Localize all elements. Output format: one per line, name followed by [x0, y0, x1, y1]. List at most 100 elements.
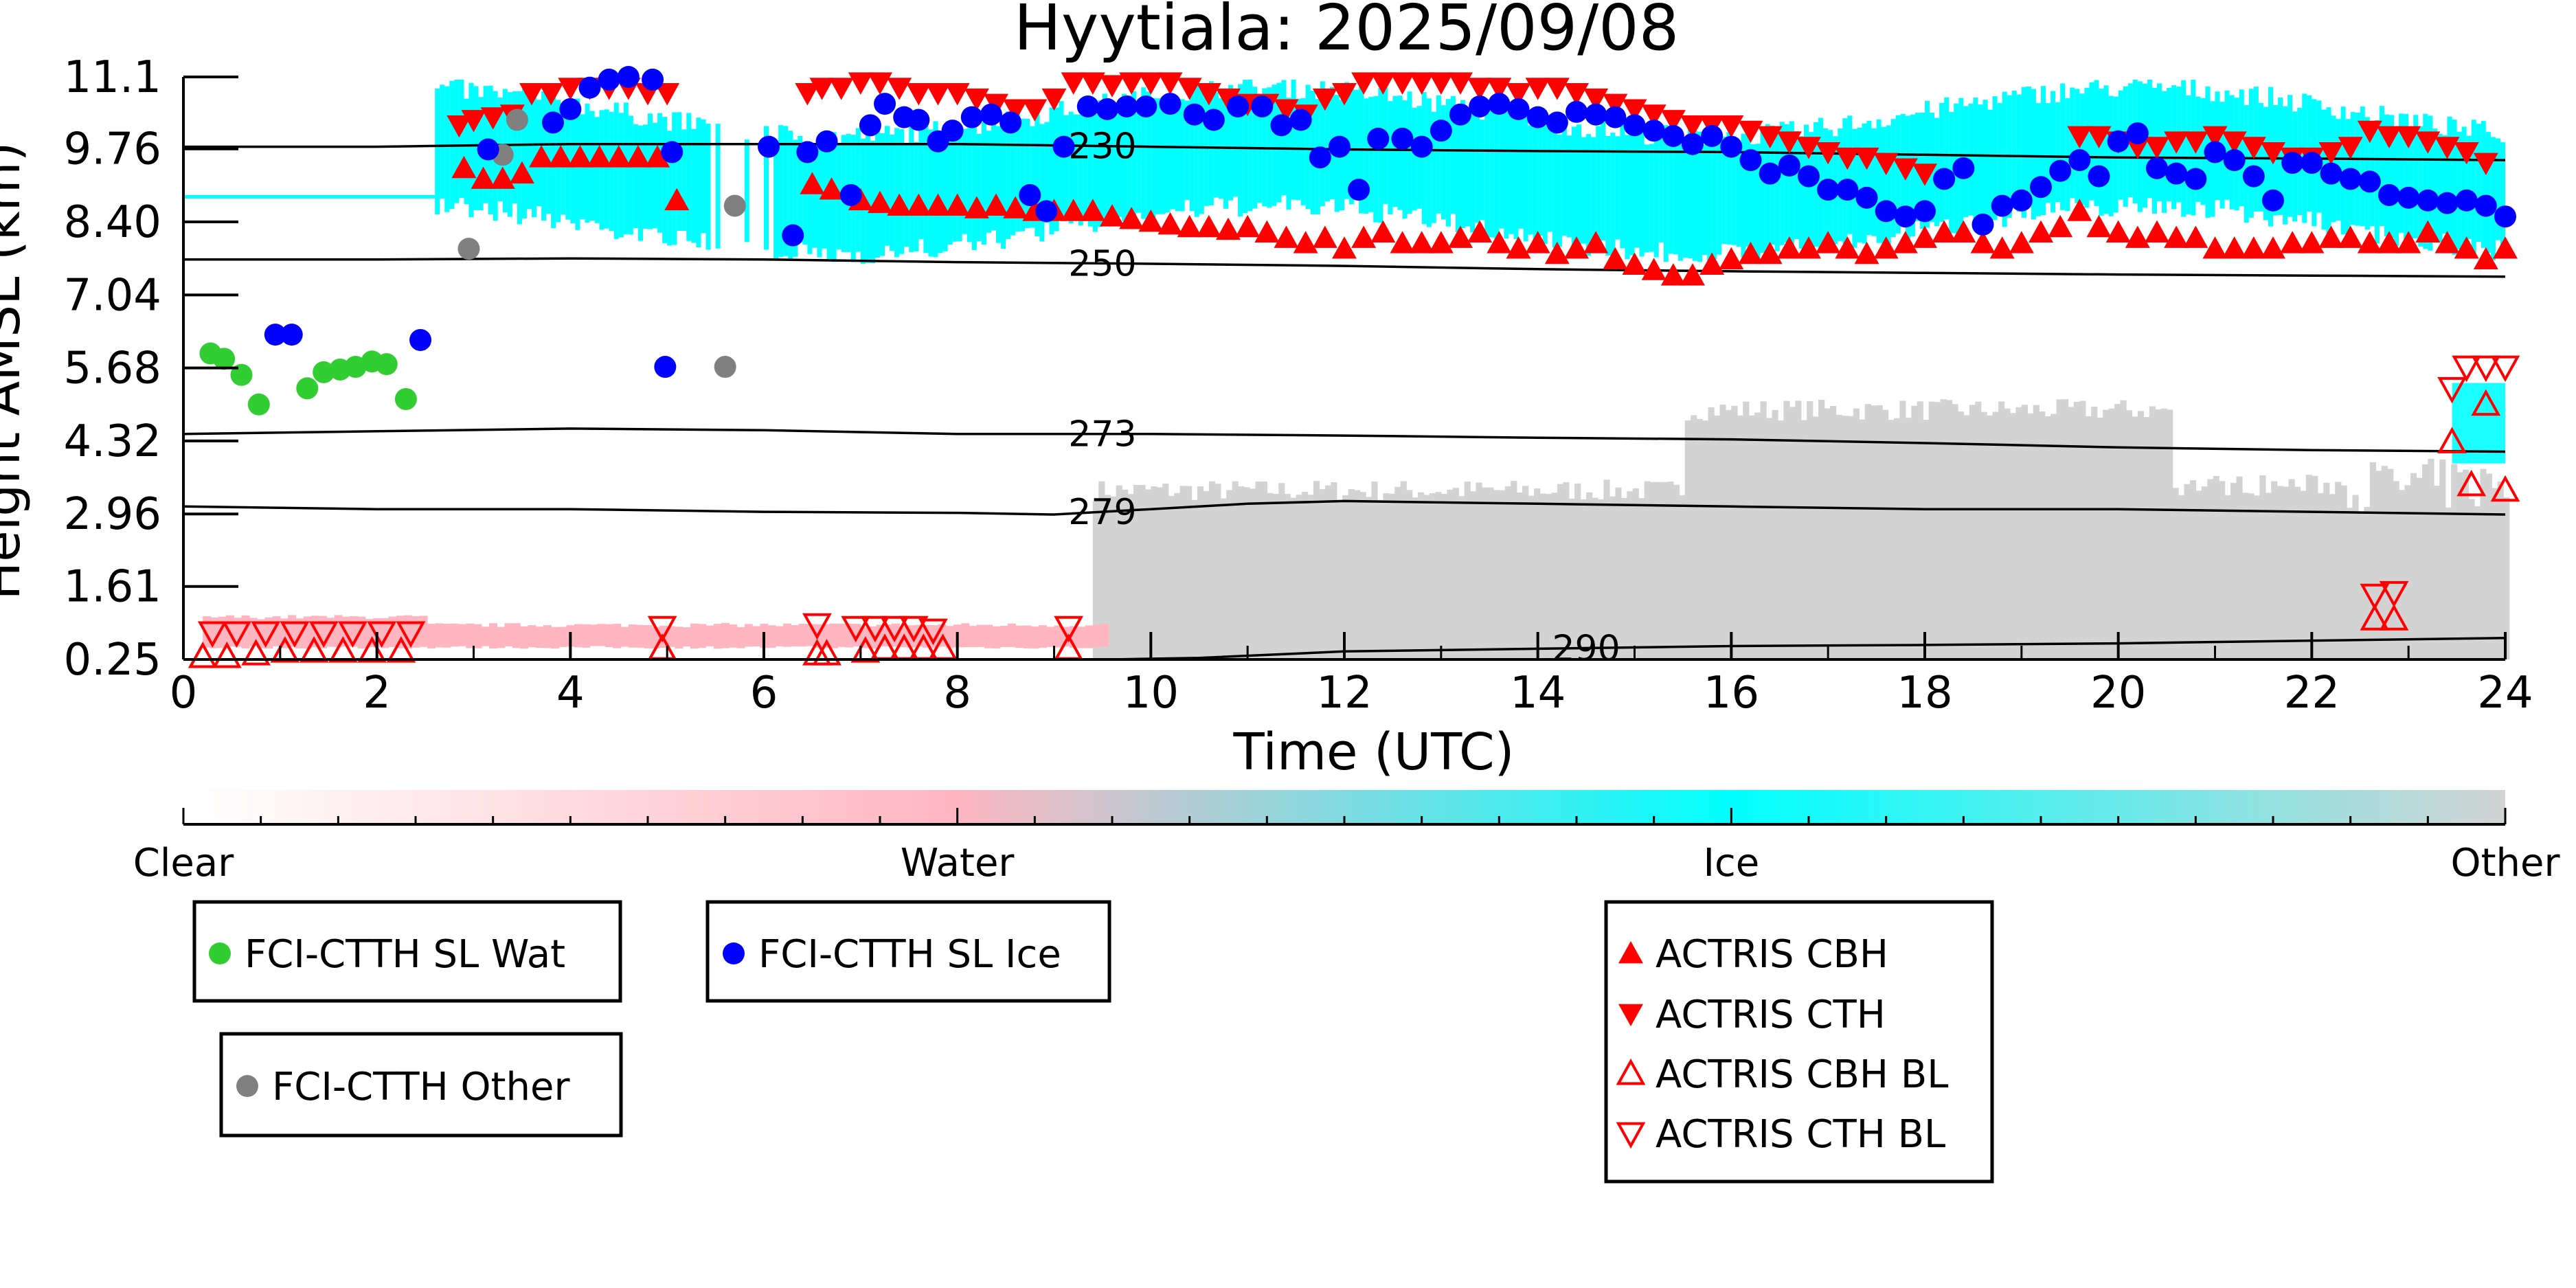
actris-cth-point	[2125, 137, 2150, 159]
ice-class-column	[1223, 99, 1228, 209]
fci-ctth-sl-ice-point	[2436, 192, 2459, 214]
actris-cbh-bl-point	[2456, 469, 2487, 497]
other-class-column	[1440, 494, 1447, 659]
fci-ctth-sl-wat-point	[394, 387, 417, 410]
colorbar-label: Clear	[133, 841, 234, 885]
actris-cbh-point	[1544, 241, 1570, 264]
other-class-column	[1841, 416, 1849, 659]
fci-ctth-sl-ice-point	[999, 111, 1022, 134]
other-class-column	[2456, 472, 2463, 659]
ice-class-column	[1208, 81, 1214, 205]
actris-cbh-point	[1235, 214, 1261, 238]
other-class-column	[1731, 405, 1738, 659]
actris-cbh-point	[529, 145, 554, 168]
ice-class-column	[1068, 111, 1074, 224]
actris-cbh-point	[1757, 241, 1783, 264]
other-class-column	[1998, 401, 2005, 659]
ice-class-column	[2447, 116, 2452, 253]
other-class-column	[1208, 481, 1215, 659]
other-class-column	[2468, 499, 2475, 659]
actris-cbh-point	[2454, 236, 2479, 259]
actris-cth-point	[1196, 83, 1221, 106]
ice-class-column	[1794, 131, 1799, 240]
isotherm-label: 250	[1068, 243, 1136, 284]
fci-ctth-sl-ice-point	[2010, 189, 2033, 212]
fci-ctth-sl-ice-point	[617, 66, 640, 88]
actris-cbh-point	[1467, 220, 1493, 243]
actris-cbh-point	[2377, 231, 2402, 253]
other-class-column	[1824, 408, 1831, 659]
other-class-column	[1342, 495, 1349, 659]
other-class-column	[2463, 469, 2470, 659]
plot-axes: 0 2 4 6 8 10 12 14 16 18 20 22 240.251.612.964.325.6…	[64, 52, 2533, 719]
ice-class-column	[2389, 115, 2395, 238]
other-class-column	[1238, 486, 1245, 659]
other-class-column	[2241, 493, 2249, 659]
ice-class-column	[2404, 113, 2409, 249]
fci-ctth-sl-ice-point	[1309, 146, 1331, 169]
water-class-column	[1100, 624, 1109, 647]
ice-class-column	[618, 113, 624, 238]
water-class-column	[783, 623, 792, 647]
actris-cth-point	[1660, 110, 1686, 133]
ice-class-column	[1968, 103, 1974, 216]
other-class-column	[2271, 481, 2278, 659]
other-class-column	[1980, 411, 1987, 659]
water-class-column	[767, 625, 776, 648]
ice-class-column	[1634, 129, 1640, 248]
fci-ctth-sl-ice-point	[642, 68, 664, 91]
other-class-column	[1893, 418, 1901, 659]
other-class-column	[1777, 420, 1785, 659]
actris-cth-point	[1544, 78, 1570, 100]
ice-class-column	[1257, 97, 1263, 203]
other-class-column	[2160, 408, 2167, 659]
water-class-column	[922, 624, 931, 648]
water-class-column	[829, 623, 838, 648]
ice-class-column	[1693, 131, 1698, 261]
actris-cbh-point	[1989, 236, 2015, 259]
x-tick-label: 12	[1316, 668, 1372, 719]
actris-cbh-point	[1970, 231, 1996, 253]
fci-ctth-sl-ice-point	[1052, 135, 1075, 158]
water-class-column	[597, 624, 606, 646]
ice-class-column	[991, 124, 996, 231]
ice-class-column	[1992, 96, 1998, 221]
fci-ctth-sl-ice-point	[2146, 157, 2168, 179]
ice-class-column	[1509, 111, 1514, 234]
actris-cbh-point	[1409, 231, 1434, 253]
actris-cth-point	[1274, 99, 1299, 122]
fci-ctth-sl-ice-point	[661, 141, 683, 163]
other-class-column	[1290, 497, 1297, 659]
fci-ctth-sl-ice-point	[2242, 165, 2265, 188]
ice-class-column	[1092, 113, 1098, 232]
ice-class-column	[1083, 96, 1088, 218]
other-class-column	[1539, 493, 1546, 659]
ice-class-column	[2379, 106, 2384, 227]
actris-cth-point	[2086, 126, 2112, 148]
actris-cbh-bl-point	[188, 641, 218, 668]
fci-ctth-sl-ice-point	[1642, 120, 1665, 142]
other-class-column	[1336, 499, 1343, 659]
actris-cbh-point	[625, 145, 651, 168]
actris-cth-point	[655, 83, 680, 106]
ice-class-column	[1533, 127, 1538, 246]
other-class-column	[1447, 489, 1454, 659]
actris-cth-point	[2377, 126, 2402, 148]
actris-cth-bl-point	[2471, 355, 2501, 383]
fci-ctth-sl-ice-point	[1367, 127, 1390, 150]
ice-class-column	[1639, 125, 1645, 257]
isotherm-line	[183, 257, 2506, 278]
actris-cbh-point	[945, 193, 970, 216]
fci-ctth-sl-ice-point	[1289, 109, 1312, 131]
actris-cbh-point	[1332, 236, 1357, 259]
ice-class-column	[1349, 82, 1355, 205]
other-class-column	[2085, 416, 2092, 659]
actris-cbh-point	[1157, 212, 1183, 235]
ice-class-column	[918, 122, 924, 240]
ice-class-column	[2031, 89, 2036, 220]
actris-cth-point	[2183, 131, 2208, 154]
fci-ctth-sl-wat-point	[213, 348, 236, 370]
actris-cth-bl-point	[1054, 615, 1084, 643]
actris-cbh-point	[1138, 210, 1164, 232]
other-class-column	[1400, 481, 1407, 659]
